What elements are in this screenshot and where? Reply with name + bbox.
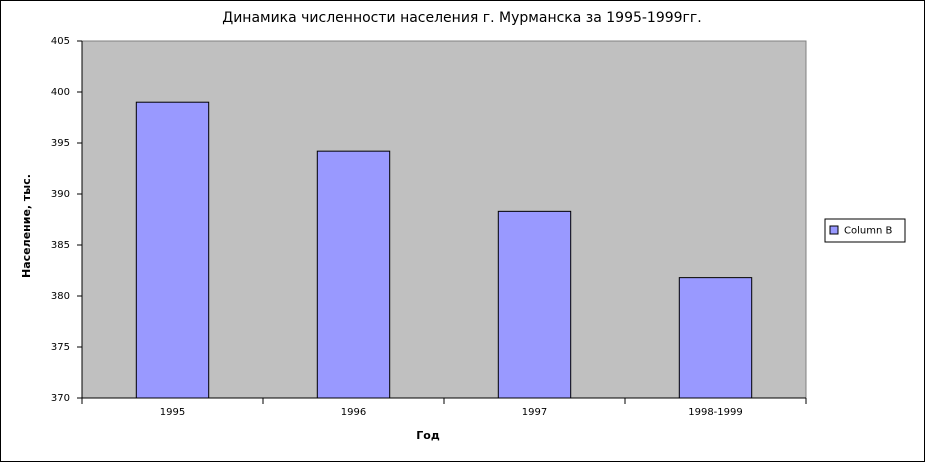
y-tick-label: 395: [51, 138, 70, 149]
y-tick-label: 370: [51, 393, 70, 404]
bar: [678, 277, 753, 399]
y-tick-label: 390: [51, 189, 70, 200]
y-tick-label: 385: [51, 240, 70, 251]
bar: [316, 150, 391, 399]
legend-label: Column B: [844, 226, 892, 237]
x-tick-label: 1998-1999: [688, 407, 743, 418]
y-tick-label: 380: [51, 291, 70, 302]
bar: [497, 210, 572, 399]
chart-title: Динамика численности населения г. Мурман…: [222, 10, 701, 26]
x-axis-title: Год: [416, 429, 440, 442]
y-tick-label: 405: [51, 36, 70, 47]
bar: [135, 101, 210, 399]
x-tick-label: 1995: [160, 407, 185, 418]
legend-swatch: [829, 225, 839, 235]
y-tick-label: 375: [51, 342, 70, 353]
legend-box: [824, 218, 906, 243]
y-tick-label: 400: [51, 87, 70, 98]
y-axis-title: Население, тыс.: [20, 174, 33, 278]
x-tick-label: 1996: [341, 407, 366, 418]
x-tick-label: 1997: [522, 407, 547, 418]
